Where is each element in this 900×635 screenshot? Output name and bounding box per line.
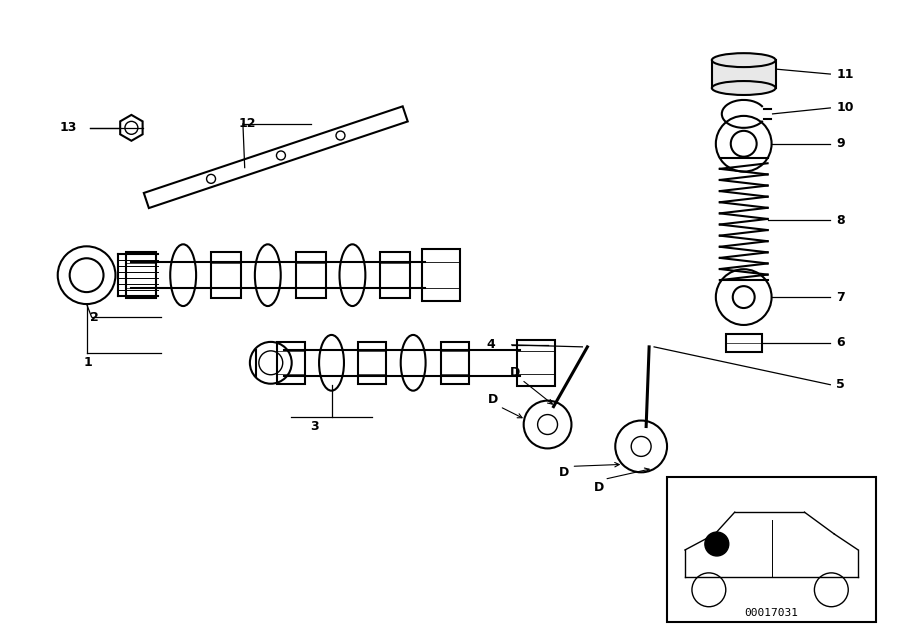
Text: 2: 2: [90, 311, 98, 323]
Text: 00017031: 00017031: [744, 608, 798, 618]
Text: 1: 1: [84, 356, 93, 370]
Ellipse shape: [712, 81, 776, 95]
Text: 11: 11: [836, 67, 854, 81]
Text: 5: 5: [836, 378, 845, 391]
Bar: [725, 334, 761, 352]
Text: 4: 4: [486, 338, 495, 351]
Bar: [517, 340, 554, 385]
Bar: [667, 478, 876, 622]
Bar: [126, 252, 157, 298]
Bar: [358, 342, 386, 384]
Bar: [381, 252, 410, 298]
Text: 7: 7: [836, 291, 845, 304]
Text: 12: 12: [238, 117, 256, 130]
Text: D: D: [560, 466, 570, 479]
Text: D: D: [509, 366, 520, 379]
Circle shape: [705, 532, 729, 556]
Text: 10: 10: [836, 102, 854, 114]
Bar: [441, 342, 469, 384]
Text: 13: 13: [59, 121, 76, 135]
Bar: [712, 60, 776, 88]
Text: D: D: [488, 393, 498, 406]
Text: D: D: [594, 481, 605, 494]
Bar: [296, 252, 326, 298]
Bar: [422, 250, 460, 301]
Bar: [277, 342, 304, 384]
Ellipse shape: [712, 53, 776, 67]
Text: 6: 6: [836, 337, 845, 349]
Text: 8: 8: [836, 214, 845, 227]
Text: 3: 3: [310, 420, 320, 433]
Bar: [211, 252, 241, 298]
Text: 9: 9: [836, 137, 845, 150]
